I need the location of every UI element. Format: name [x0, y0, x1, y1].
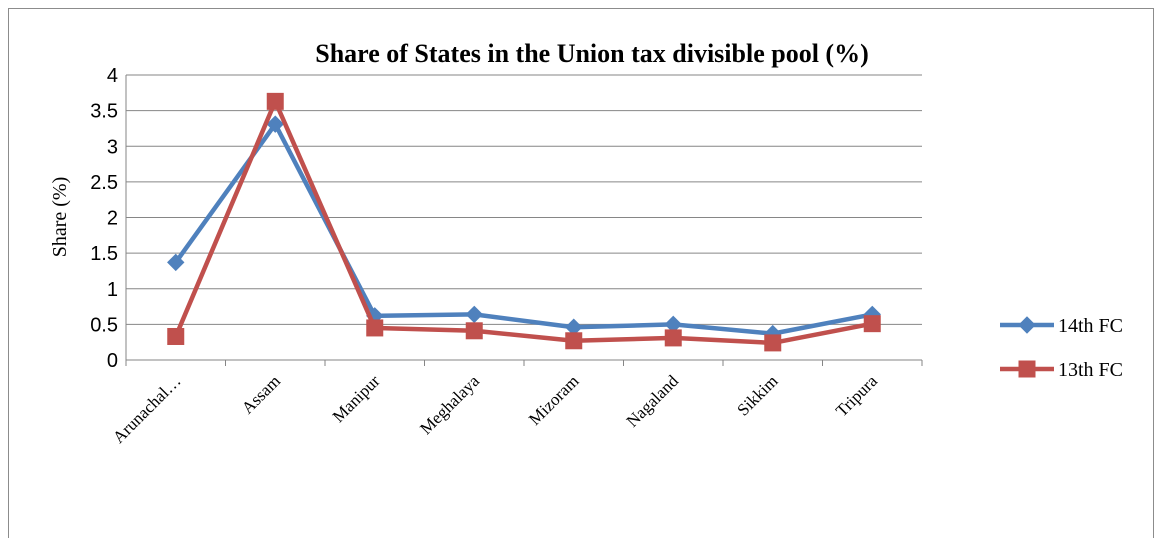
- gridlines: [125, 74, 923, 366]
- x-tick-label: Tripura: [832, 371, 881, 420]
- data-point: [664, 329, 682, 347]
- x-tick-label: Assam: [238, 371, 284, 417]
- x-tick-label: Nagaland: [623, 371, 683, 431]
- data-point: [863, 315, 881, 333]
- legend-marker: [1018, 360, 1036, 378]
- data-point: [266, 92, 284, 110]
- data-point: [565, 332, 583, 350]
- y-tick-label: 3.5: [90, 101, 118, 123]
- data-point: [465, 305, 483, 324]
- y-tick-label: 4: [107, 65, 118, 87]
- chart-title: Share of States in the Union tax divisib…: [315, 39, 869, 68]
- series-0: [167, 115, 881, 343]
- x-tick-label: Arunachal…: [109, 371, 185, 447]
- series-1: [167, 92, 881, 352]
- y-axis-label: Share (%): [49, 177, 71, 258]
- legend: 14th FC 13th FC: [1000, 315, 1123, 381]
- y-tick-label: 2: [107, 208, 118, 230]
- chart-frame: [8, 8, 1154, 538]
- y-tick-label: 0: [107, 350, 118, 372]
- x-axis-ticks: Arunachal… Assam Manipur Meghalaya Mizoram Na…: [109, 371, 881, 447]
- data-point: [266, 115, 284, 133]
- x-tick-label: Mizoram: [525, 371, 583, 429]
- data-point: [764, 334, 782, 352]
- y-tick-label: 1.5: [90, 243, 118, 265]
- data-point: [366, 319, 384, 337]
- series-layer: [167, 92, 881, 352]
- y-tick-label: 2.5: [90, 172, 118, 194]
- data-point: [167, 253, 185, 272]
- x-tick-label: Sikkim: [733, 371, 781, 419]
- y-tick-label: 0.5: [90, 314, 118, 336]
- x-tick-label: Manipur: [329, 371, 384, 426]
- data-point: [465, 322, 483, 340]
- legend-marker: [1018, 316, 1036, 334]
- y-axis-ticks: 0 0.5 1 1.5 2 2.5 3 3.5 4: [90, 65, 118, 372]
- series-line: [173, 99, 873, 346]
- y-tick-label: 1: [107, 279, 118, 301]
- y-tick-label: 3: [107, 136, 118, 158]
- series-line: [173, 121, 873, 336]
- legend-label: 13th FC: [1058, 359, 1123, 381]
- x-tick-label: Meghalaya: [416, 371, 483, 438]
- legend-label: 14th FC: [1058, 315, 1123, 337]
- data-point: [167, 327, 185, 345]
